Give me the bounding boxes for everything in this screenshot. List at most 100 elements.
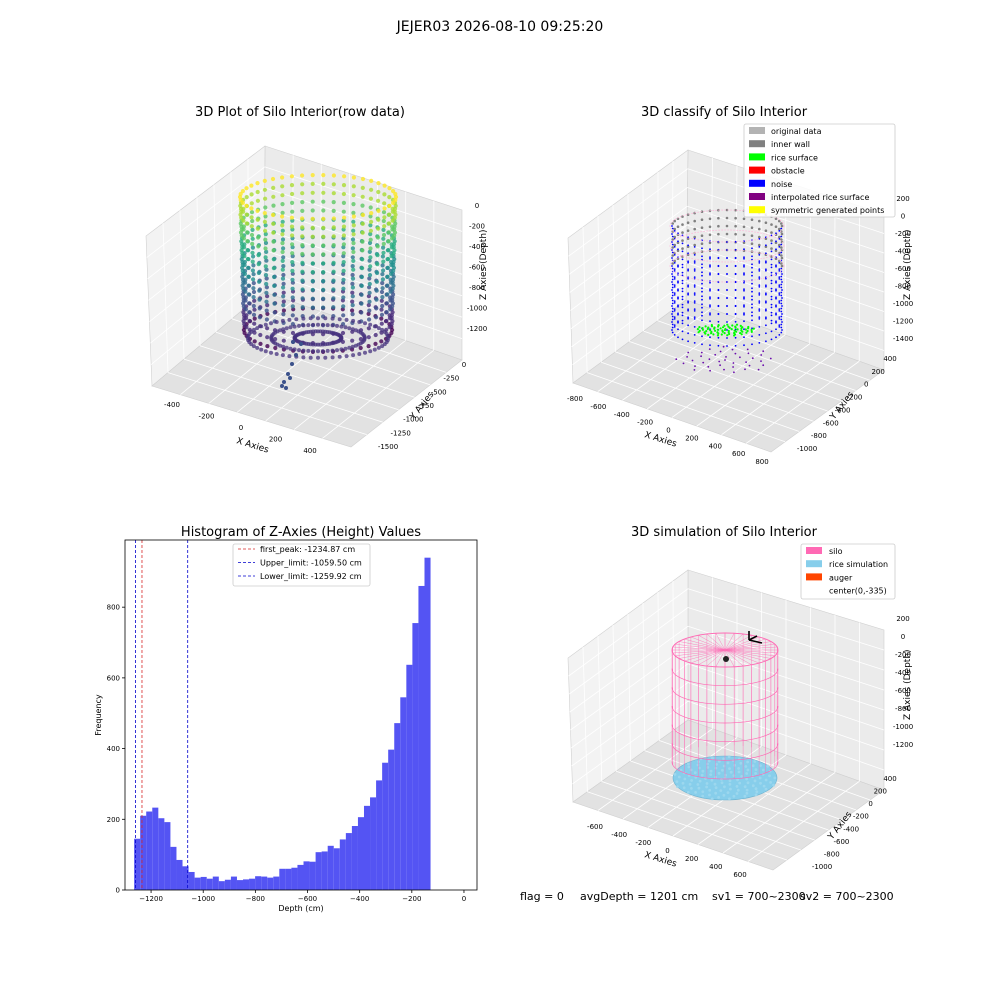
- data-point: [369, 211, 374, 216]
- classified-point: [743, 297, 745, 300]
- data-point: [281, 290, 286, 295]
- data-point: [379, 307, 384, 312]
- data-point: [351, 210, 356, 215]
- data-point: [350, 312, 355, 317]
- classified-point: [709, 265, 711, 268]
- data-point: [300, 208, 305, 213]
- data-point: [380, 272, 385, 277]
- classified-point: [778, 302, 781, 304]
- data-point: [310, 208, 315, 213]
- classified-point: [687, 300, 689, 303]
- grid-line: [322, 349, 434, 439]
- classified-point: [758, 262, 761, 264]
- data-point: [249, 201, 254, 206]
- rice-point: [759, 764, 762, 767]
- classified-point: [725, 232, 729, 236]
- classified-point: [780, 291, 783, 294]
- data-point: [381, 245, 386, 250]
- data-point: [290, 251, 295, 256]
- data-point: [321, 270, 326, 275]
- data-point: [351, 193, 356, 198]
- classified-point: [780, 278, 783, 281]
- silo-roof-spoke: [724, 633, 735, 651]
- classified-point: [673, 235, 676, 239]
- rice-point: [746, 760, 749, 764]
- data-point: [256, 262, 261, 267]
- data-point: [375, 253, 380, 258]
- classified-point: [778, 292, 781, 294]
- data-point: [271, 248, 276, 253]
- classified-point: [765, 293, 767, 296]
- data-point: [321, 287, 326, 292]
- grid-line: [213, 184, 217, 333]
- classified-point: [764, 237, 768, 240]
- silo-roof-spoke: [724, 649, 735, 667]
- z-tick-label: 200: [896, 195, 909, 203]
- floor-point: [744, 368, 746, 371]
- classified-point: [700, 242, 704, 245]
- data-point: [249, 192, 254, 197]
- classified-point: [780, 315, 783, 318]
- data-point: [375, 244, 380, 249]
- data-point: [310, 296, 315, 301]
- silo-roof-spoke: [724, 649, 778, 654]
- classified-point: [742, 225, 746, 229]
- classified-point: [677, 288, 679, 291]
- floor-point: [719, 350, 722, 353]
- classified-point: [677, 280, 679, 283]
- classified-point: [734, 224, 737, 228]
- classified-point: [770, 279, 773, 282]
- rice-point: [724, 773, 727, 777]
- grid-line: [348, 173, 350, 322]
- data-point: [341, 277, 346, 282]
- classified-point: [701, 319, 703, 322]
- silo-roof-spoke: [675, 649, 726, 657]
- histogram-bar: [152, 807, 159, 890]
- data-point: [247, 318, 252, 324]
- data-point: [360, 257, 365, 262]
- legend-swatch: [749, 179, 765, 187]
- status-sv1: sv1 = 700~2300: [712, 890, 806, 903]
- classified-point: [693, 300, 696, 302]
- classified-point: [700, 234, 704, 237]
- rice-point: [710, 778, 714, 782]
- histogram-bar: [394, 723, 401, 890]
- data-point: [255, 189, 260, 195]
- rice-surface-point: [726, 334, 729, 337]
- classified-point: [693, 219, 696, 223]
- x-tick-label: −1000: [191, 895, 215, 903]
- rice-surface-point: [716, 334, 720, 337]
- classified-point: [780, 227, 783, 230]
- classified-point: [709, 344, 711, 347]
- rice-surface-point: [724, 327, 727, 331]
- data-point: [321, 199, 326, 204]
- data-point: [391, 268, 396, 273]
- data-point: [367, 308, 372, 313]
- floor-point: [687, 351, 690, 354]
- data-point: [249, 206, 254, 211]
- center-point: [723, 656, 729, 662]
- classified-point: [778, 308, 781, 310]
- rice-point: [696, 763, 700, 767]
- data-point: [376, 326, 381, 331]
- grid-line: [696, 343, 810, 427]
- floor-point: [709, 369, 711, 372]
- classified-point: [778, 251, 781, 255]
- classified-point: [693, 260, 696, 262]
- data-point: [270, 176, 276, 182]
- classified-point: [709, 257, 711, 260]
- classified-point: [677, 305, 679, 308]
- data-point: [281, 299, 286, 304]
- floor-pane: [151, 291, 463, 448]
- data-point: [241, 218, 246, 223]
- histogram-plot-area: [124, 539, 478, 891]
- data-point: [380, 277, 385, 282]
- classified-point: [751, 263, 753, 266]
- classified-point: [751, 306, 753, 309]
- data-point: [384, 310, 389, 315]
- x-tick-label: 400: [709, 442, 722, 450]
- classified-point: [681, 295, 684, 298]
- data-point: [376, 208, 381, 213]
- data-point: [369, 178, 374, 183]
- y-tick-label: -1250: [390, 429, 410, 437]
